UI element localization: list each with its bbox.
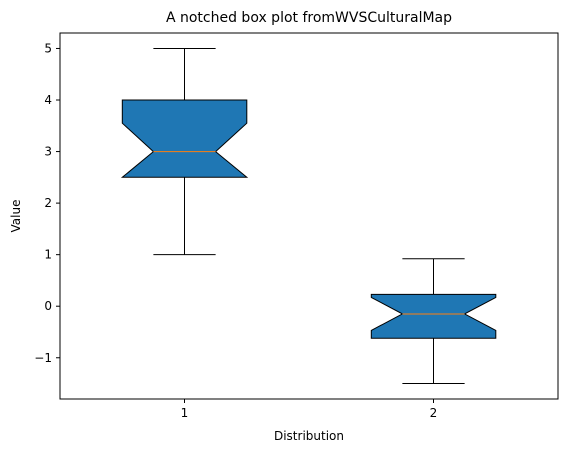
y-tick-label: 3 — [44, 145, 52, 159]
notched-box — [370, 293, 497, 339]
x-tick-label: 1 — [181, 406, 189, 420]
x-axis-label: Distribution — [274, 429, 344, 443]
y-tick-label: 2 — [44, 196, 52, 210]
plot-area — [59, 32, 559, 400]
notched-box — [120, 99, 249, 178]
box-2 — [370, 258, 497, 385]
box-1 — [120, 47, 249, 256]
y-axis-ticks: −1 0 1 2 3 4 5 — [34, 41, 60, 365]
y-tick-label: −1 — [34, 351, 52, 365]
y-tick-label: 5 — [44, 41, 52, 55]
y-tick-label: 4 — [44, 93, 52, 107]
y-tick-label: 0 — [44, 299, 52, 313]
x-tick-label: 2 — [430, 406, 438, 420]
boxes-layer — [120, 47, 497, 385]
chart-title: A notched box plot fromWVSCulturalMap — [166, 10, 452, 26]
y-axis-label: Value — [9, 200, 23, 233]
y-tick-label: 1 — [44, 248, 52, 262]
